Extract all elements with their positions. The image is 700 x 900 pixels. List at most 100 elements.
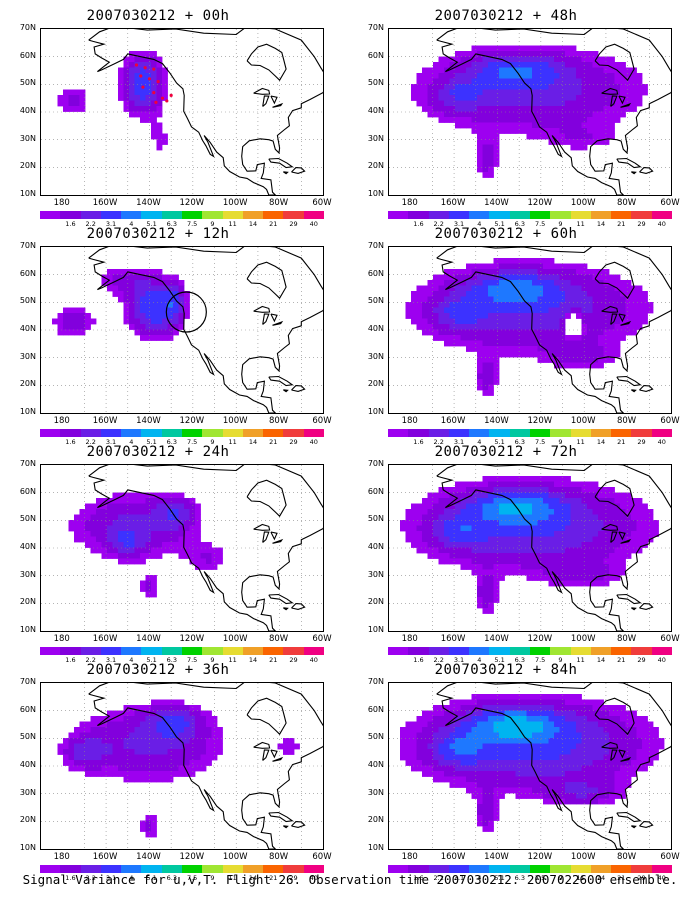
variance-cell — [184, 743, 190, 750]
variance-cell — [526, 553, 533, 559]
colorbar-label: 4 — [129, 438, 134, 446]
variance-cell — [510, 258, 516, 264]
variance-cell — [211, 564, 218, 570]
variance-cell — [129, 776, 135, 783]
variance-cell — [101, 771, 108, 777]
variance-cell — [455, 760, 461, 766]
variance-cell — [433, 520, 439, 526]
variance-cell — [488, 586, 494, 592]
lon-tick-label: 100W — [570, 634, 596, 644]
variance-cell — [625, 732, 632, 739]
variance-cell — [471, 122, 478, 129]
variance-cell — [510, 45, 516, 52]
variance-cell — [123, 67, 130, 74]
variance-cell — [537, 699, 544, 706]
variance-cell — [433, 760, 439, 766]
variance-cell — [587, 335, 593, 341]
variance-cell — [118, 536, 124, 543]
variance-cell — [642, 716, 648, 722]
variance-cell — [57, 743, 64, 750]
variance-cell — [471, 56, 478, 63]
variance-cell — [217, 547, 223, 554]
variance-cell — [603, 492, 610, 499]
variance-cell — [482, 793, 489, 799]
colorbar-label: 7.5 — [534, 656, 546, 664]
variance-cell — [118, 749, 124, 755]
variance-cell — [427, 302, 434, 308]
variance-cell — [482, 776, 489, 783]
variance-cell — [482, 269, 489, 275]
variance-cell — [438, 106, 445, 112]
variance-cell — [548, 710, 555, 717]
variance-cell — [195, 749, 201, 755]
variance-cell — [554, 263, 560, 270]
variance-cell — [653, 738, 659, 744]
variance-cell — [510, 263, 516, 270]
variance-cell — [570, 721, 577, 728]
variance-cell — [96, 732, 102, 739]
variance-cell — [570, 56, 577, 63]
variance-cell — [460, 716, 467, 722]
lat-tick-label: 10N — [367, 843, 384, 852]
variance-cell — [565, 45, 571, 52]
variance-cell — [510, 285, 516, 292]
variance-cell — [471, 564, 478, 570]
variance-cell — [482, 591, 489, 598]
colorbar-label: 4 — [477, 220, 482, 228]
coastline — [610, 95, 618, 107]
variance-cell — [609, 73, 615, 79]
variance-cell — [167, 776, 174, 783]
variance-cell — [449, 553, 456, 559]
variance-cell — [493, 84, 500, 90]
variance-cell — [636, 721, 643, 728]
variance-cell — [433, 553, 439, 559]
variance-cell — [543, 133, 549, 140]
variance-cell — [548, 721, 555, 728]
variance-cell — [614, 531, 621, 537]
variance-cell — [598, 117, 604, 123]
variance-cell — [576, 705, 582, 711]
variance-cell — [510, 727, 516, 733]
variance-cell — [460, 492, 467, 499]
variance-cell — [482, 743, 489, 750]
variance-cell — [482, 699, 489, 706]
variance-cell — [526, 296, 533, 303]
variance-cell — [482, 608, 489, 614]
variance-cell — [134, 531, 141, 537]
variance-cell — [592, 542, 599, 548]
variance-cell — [449, 280, 456, 286]
variance-cell — [118, 542, 124, 548]
variance-cell — [173, 743, 179, 750]
variance-cell — [455, 509, 461, 515]
variance-cell — [515, 128, 522, 134]
variance-cell — [79, 738, 86, 744]
variance-cell — [592, 318, 599, 325]
variance-cell — [515, 727, 522, 733]
variance-cell — [433, 743, 439, 750]
coastline — [630, 607, 637, 611]
variance-cell — [576, 487, 582, 493]
variance-cell — [493, 100, 500, 107]
variance-cell — [499, 749, 505, 755]
variance-cell — [482, 575, 489, 581]
variance-cell — [422, 520, 428, 526]
lat-tick-label: 70N — [367, 241, 384, 250]
variance-cell — [587, 357, 593, 363]
coastline — [272, 756, 284, 762]
variance-cell — [537, 514, 544, 521]
variance-cell — [123, 558, 130, 565]
variance-cell — [107, 765, 113, 772]
variance-cell — [123, 547, 130, 554]
variance-cell — [609, 569, 615, 576]
variance-cell — [554, 754, 560, 761]
variance-cell — [565, 760, 571, 766]
variance-cell — [173, 498, 179, 504]
variance-cell — [140, 89, 146, 96]
variance-cell — [548, 727, 555, 733]
variance-cell — [438, 78, 445, 85]
variance-cell — [455, 100, 461, 107]
colorbar-swatch — [242, 429, 264, 437]
variance-cell — [427, 498, 434, 504]
variance-cell — [482, 826, 489, 832]
colorbar-swatch — [428, 865, 449, 873]
